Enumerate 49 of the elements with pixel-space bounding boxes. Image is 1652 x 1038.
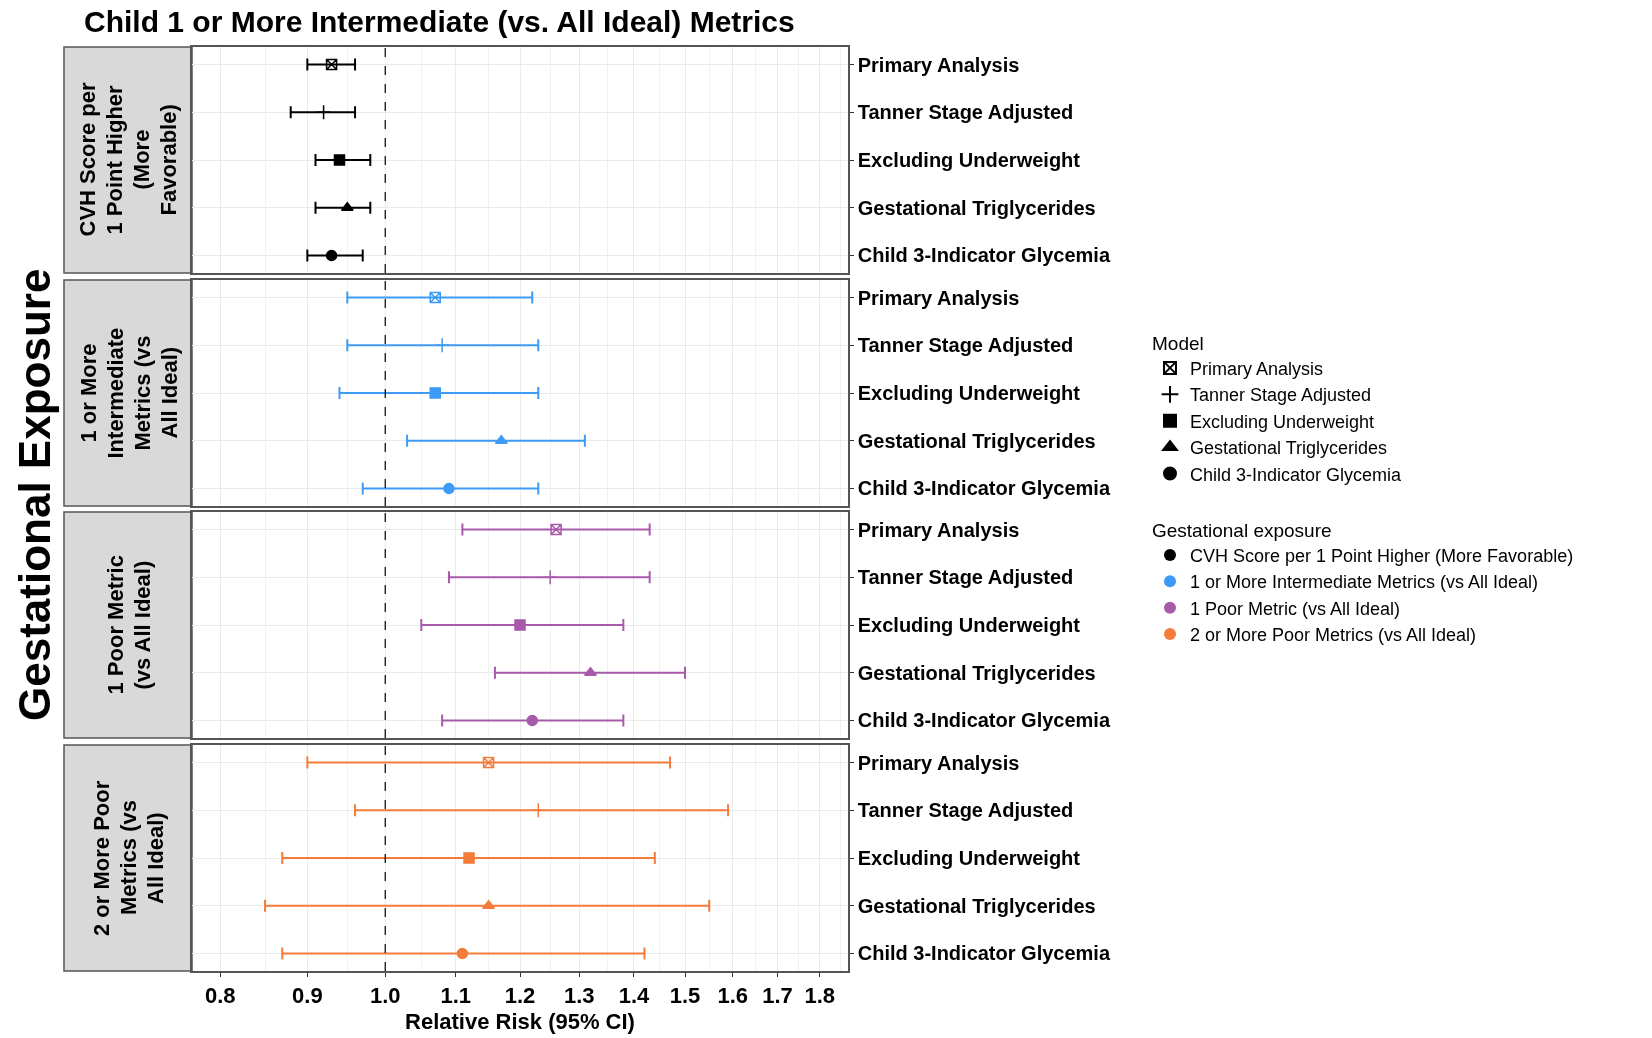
legend-label: 1 Poor Metric (vs All Ideal) (1190, 598, 1401, 619)
x-tick-label: 0.9 (292, 983, 323, 1009)
chart-title: Child 1 or More Intermediate (vs. All Ideal) Metrics (84, 5, 795, 38)
y-tick-label: Child 3-Indicator Glycemia (857, 942, 1111, 965)
y-tick-label: Excluding Underweight (857, 847, 1081, 869)
y-tick-label: Primary Analysis (857, 518, 1020, 541)
legend-label: 2 or More Poor Metrics (vs All Ideal) (1190, 625, 1477, 646)
y-tick-label: Gestational Triglycerides (857, 429, 1096, 452)
x-tick-label: 1.0 (369, 983, 401, 1009)
x-tick-label: 1.1 (440, 983, 471, 1009)
y-tick-label: Tanner Stage Adjusted (857, 334, 1074, 357)
y-tick-label: Child 3-Indicator Glycemia (857, 244, 1111, 267)
x-tick-label: 1.4 (618, 983, 651, 1009)
y-tick-label: Child 3-Indicator Glycemia (857, 477, 1111, 500)
y-tick-label: Tanner Stage Adjusted (857, 799, 1074, 822)
x-tick-label: 0.8 (204, 983, 236, 1009)
x-tick-label: 1.3 (563, 983, 595, 1009)
y-tick-label: Gestational Triglycerides (857, 894, 1096, 917)
category-label: Gestational Triglycerides (1190, 438, 1388, 459)
y-tick-label: Primary Analysis (857, 751, 1020, 774)
x-tick-label: 1.6 (717, 983, 749, 1009)
y-tick-label: Tanner Stage Adjusted (857, 101, 1074, 124)
category-label: Tanner Stage Adjusted (1190, 385, 1372, 406)
y-tick-label: Excluding Underweight (857, 382, 1081, 404)
x-axis-title: Relative Risk (95% CI) (405, 1008, 635, 1034)
y-tick-label: Primary Analysis (857, 286, 1020, 309)
x-tick-label: 1.5 (669, 983, 701, 1009)
y-tick-label: Gestational Triglycerides (857, 196, 1096, 219)
y-axis-title: CVH Score per 1 Point Higher (More Favorable) (74, 82, 181, 237)
text: Gestational Exposure (10, 268, 59, 721)
y-axis-title: 2 or More Poor Metrics (vs All Ideal) (89, 780, 168, 936)
y-tick-label: Excluding Underweight (857, 614, 1081, 636)
x-tick-label: 1.7 (762, 983, 793, 1009)
y-tick-label: Gestational Triglycerides (857, 661, 1096, 684)
legend-title: Gestational exposure (1152, 519, 1332, 541)
category-label: Primary Analysis (1190, 358, 1324, 379)
legend-label: 1 or More Intermediate Metrics (vs All Ideal) (1190, 572, 1539, 593)
x-tick-label: 1.8 (804, 983, 836, 1009)
category-label: Excluding Underweight (1190, 411, 1375, 432)
y-tick-label: Excluding Underweight (857, 149, 1081, 171)
legend-label: CVH Score per 1 Point Higher (More Favorable) (1190, 545, 1574, 566)
category-label: Child 3-Indicator Glycemia (1190, 464, 1402, 485)
x-tick-label: 1.2 (504, 983, 536, 1009)
y-tick-label: Tanner Stage Adjusted (857, 566, 1074, 589)
y-axis-title: 1 or More Intermediate Metrics (vs All Ideal) (75, 327, 182, 459)
y-axis-title: 1 Poor Metric (vs All Ideal) (102, 555, 155, 695)
legend-title: Model (1152, 332, 1204, 354)
y-tick-label: Child 3-Indicator Glycemia (857, 709, 1111, 732)
y-tick-label: Primary Analysis (857, 53, 1020, 76)
